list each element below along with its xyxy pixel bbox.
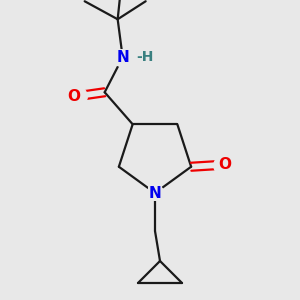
Text: O: O: [67, 89, 80, 104]
Text: -H: -H: [136, 50, 153, 64]
Text: N: N: [148, 185, 161, 200]
Text: O: O: [219, 157, 232, 172]
Text: N: N: [116, 50, 129, 65]
Text: N: N: [148, 185, 161, 200]
